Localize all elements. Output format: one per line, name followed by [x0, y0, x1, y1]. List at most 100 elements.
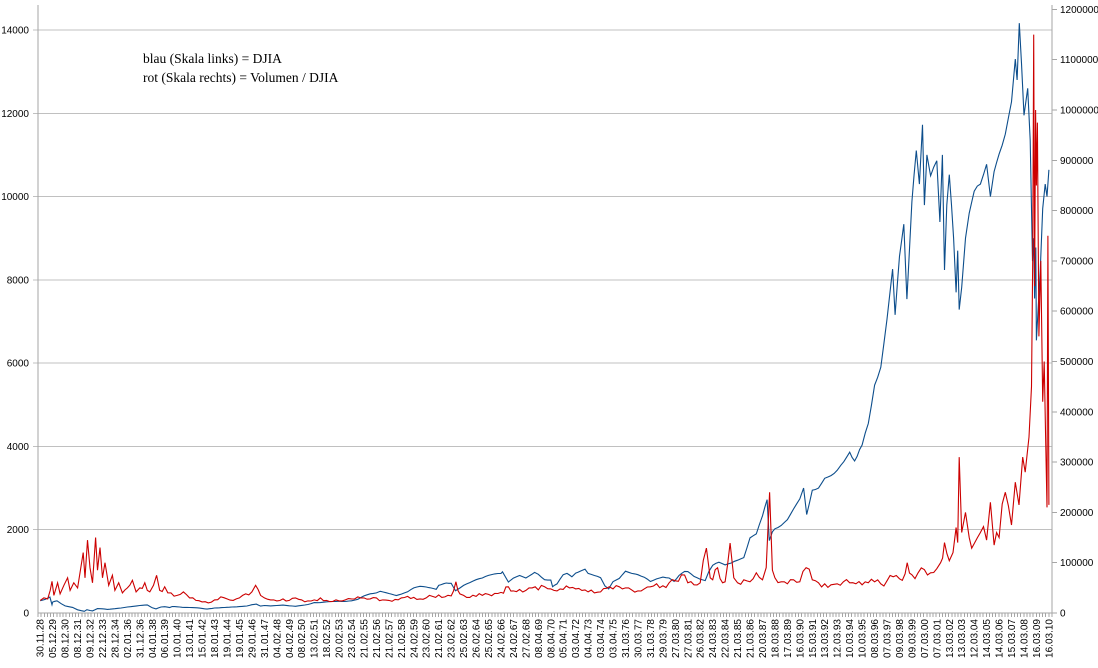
x-axis-label: 08.12.31	[73, 619, 84, 658]
x-axis-label: 24.03.83	[708, 619, 719, 658]
x-axis-label: 22.03.84	[721, 619, 732, 658]
x-axis-label: 09.12.32	[86, 619, 97, 658]
x-axis-label: 12.03.04	[970, 619, 981, 658]
x-axis-label: 28.12.34	[110, 619, 121, 658]
x-axis-label: 21.02.56	[372, 619, 383, 658]
x-axis-label: 27.03.80	[671, 619, 682, 658]
x-axis-label: 17.03.89	[783, 619, 794, 658]
x-axis-label: 13.03.92	[820, 619, 831, 658]
x-axis-label: 10.03.94	[845, 619, 856, 658]
x-axis-label: 07.03.97	[883, 619, 894, 658]
y-axis-left-label: 2000	[7, 525, 30, 536]
x-axis-label: 16.03.10	[1044, 619, 1055, 658]
x-axis-label: 08.04.70	[546, 619, 557, 658]
y-axis-right-label: 600000	[1060, 307, 1094, 318]
x-axis-label: 19.01.45	[235, 619, 246, 658]
x-axis-label: 13.01.41	[185, 619, 196, 658]
x-axis-label: 18.03.88	[770, 619, 781, 658]
x-axis-label: 04.02.48	[272, 619, 283, 658]
x-axis-label: 09.03.98	[895, 619, 906, 658]
y-axis-right-label: 0	[1060, 609, 1066, 620]
y-axis-left-label: 8000	[7, 275, 30, 286]
x-axis-label: 13.03.03	[957, 619, 968, 658]
x-axis-label: 24.02.66	[496, 619, 507, 658]
x-axis-label: 10.01.40	[173, 619, 184, 658]
y-axis-right-label: 700000	[1060, 256, 1094, 267]
y-axis-right-label: 500000	[1060, 357, 1094, 368]
x-axis-label: 19.01.44	[222, 619, 233, 658]
x-axis-label: 23.02.60	[422, 619, 433, 658]
x-axis-label: 29.03.79	[658, 619, 669, 658]
x-axis-label: 16.03.09	[1032, 619, 1043, 658]
x-axis-label: 25.02.65	[484, 619, 495, 658]
x-axis-label: 30.03.77	[633, 619, 644, 658]
x-axis-label: 05.04.71	[559, 619, 570, 658]
x-axis-label: 15.03.07	[1007, 619, 1018, 658]
x-axis-label: 18.01.43	[210, 619, 221, 658]
x-axis-label: 07.03.00	[920, 619, 931, 658]
legend-line-djia: blau (Skala links) = DJIA	[143, 51, 282, 66]
x-axis-label: 30.11.28	[36, 619, 47, 658]
x-axis-label: 31.12.36	[135, 619, 146, 658]
x-axis-label: 23.02.62	[447, 619, 458, 658]
x-axis-label: 24.02.59	[409, 619, 420, 658]
x-axis-label: 21.02.57	[384, 619, 395, 658]
x-axis-label: 21.02.55	[359, 619, 370, 658]
x-axis-label: 21.03.86	[746, 619, 757, 658]
series-djia-line	[40, 23, 1050, 612]
x-axis-label: 04.01.38	[148, 619, 159, 658]
x-axis-label: 03.04.75	[609, 619, 620, 658]
x-axis-label: 03.04.74	[596, 619, 607, 658]
x-axis-label: 25.02.63	[459, 619, 470, 658]
x-axis-label: 31.01.47	[260, 619, 271, 658]
y-axis-left-label: 0	[23, 609, 29, 620]
x-axis-label: 14.03.05	[982, 619, 993, 658]
x-axis-label: 04.04.73	[584, 619, 595, 658]
x-axis-label: 03.04.72	[571, 619, 582, 658]
x-axis-label: 29.01.46	[247, 619, 258, 658]
x-axis-label: 23.02.54	[347, 619, 358, 658]
x-axis-label: 21.02.61	[434, 619, 445, 658]
x-axis-label: 12.03.93	[833, 619, 844, 658]
y-axis-left-label: 12000	[1, 109, 29, 120]
y-axis-right-label: 1200000	[1060, 5, 1098, 16]
x-axis-label: 15.01.42	[198, 619, 209, 658]
x-axis-label: 18.02.52	[322, 619, 333, 658]
x-axis-label: 13.03.02	[945, 619, 956, 658]
y-axis-right-label: 300000	[1060, 458, 1094, 469]
x-axis-label: 05.12.29	[48, 619, 59, 658]
x-axis-label: 08.02.50	[297, 619, 308, 658]
y-axis-right-label: 200000	[1060, 508, 1094, 519]
x-axis-label: 02.01.36	[123, 619, 134, 658]
x-axis-label: 27.02.68	[521, 619, 532, 658]
legend-line-volumen: rot (Skala rechts) = Volumen / DJIA	[143, 70, 339, 85]
x-axis-label: 15.03.91	[808, 619, 819, 658]
y-axis-left-label: 6000	[7, 359, 30, 370]
x-axis-label: 21.02.58	[397, 619, 408, 658]
x-axis-label: 08.12.30	[61, 619, 72, 658]
chart-legend: blau (Skala links) = DJIA rot (Skala rec…	[143, 49, 338, 87]
x-axis-label: 08.04.69	[534, 619, 545, 658]
x-axis-label: 24.02.67	[509, 619, 520, 658]
y-axis-right-label: 1000000	[1060, 106, 1098, 117]
y-axis-left-label: 10000	[1, 192, 29, 203]
x-axis-label: 21.03.85	[733, 619, 744, 658]
x-axis-label: 10.03.95	[858, 619, 869, 658]
y-axis-left-label: 14000	[1, 26, 29, 37]
x-axis-label: 08.03.96	[870, 619, 881, 658]
y-axis-right-label: 1100000	[1060, 55, 1098, 66]
y-axis-right-label: 400000	[1060, 407, 1094, 418]
x-axis-label: 20.02.53	[335, 619, 346, 658]
x-axis-label: 31.03.78	[646, 619, 657, 658]
x-axis-label: 04.02.49	[285, 619, 296, 658]
x-axis-label: 16.03.90	[795, 619, 806, 658]
x-axis-label: 14.03.06	[995, 619, 1006, 658]
x-axis-label: 27.03.81	[683, 619, 694, 658]
x-axis-label: 13.02.51	[310, 619, 321, 658]
x-axis-label: 07.03.01	[932, 619, 943, 658]
y-axis-right-label: 800000	[1060, 206, 1094, 217]
x-axis-label: 20.03.87	[758, 619, 769, 658]
x-axis-label: 14.03.08	[1019, 619, 1030, 658]
series-volumen-line	[39, 34, 1050, 604]
